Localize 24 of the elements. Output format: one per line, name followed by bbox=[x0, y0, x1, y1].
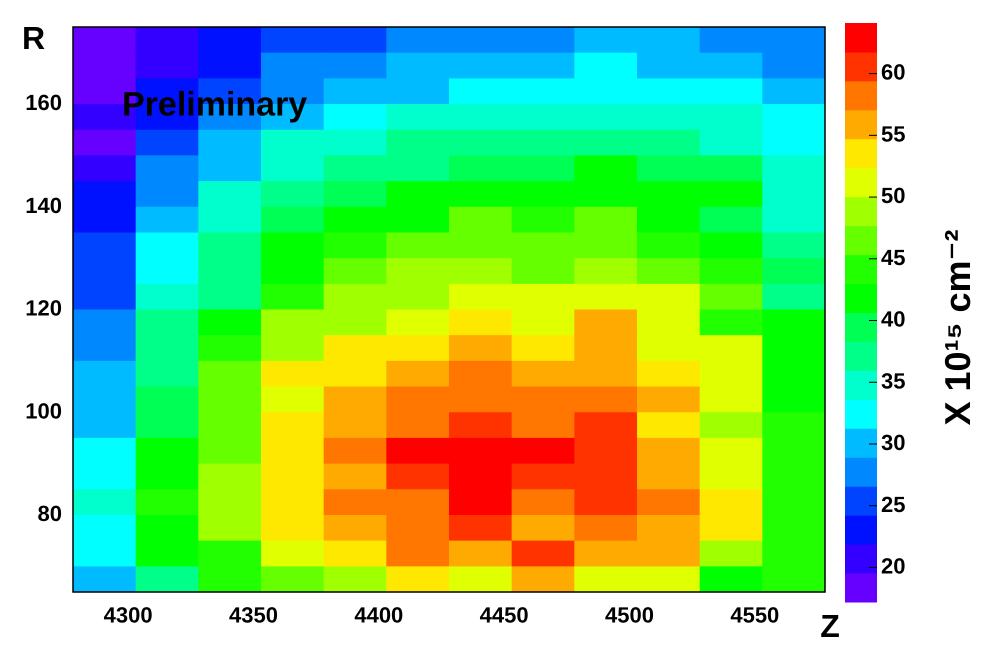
color-bar-label: 40 bbox=[881, 306, 906, 332]
y-tick-label: 160 bbox=[25, 90, 62, 116]
x-tick-label: 4550 bbox=[730, 602, 780, 628]
color-bar-label: 60 bbox=[881, 60, 906, 85]
y-tick-label: 120 bbox=[25, 296, 62, 321]
y-axis-title: R bbox=[22, 20, 46, 56]
color-bar-title: X 10¹⁵ cm⁻² bbox=[936, 230, 978, 426]
color-bar-label: 30 bbox=[881, 430, 906, 456]
x-tick-label: 4500 bbox=[605, 602, 654, 628]
y-tick-label: 140 bbox=[25, 192, 62, 218]
color-bar-label: 50 bbox=[881, 183, 906, 208]
y-tick-label: 100 bbox=[25, 398, 62, 424]
y-tick-label: 80 bbox=[38, 501, 62, 526]
annotation: Preliminary bbox=[122, 85, 308, 124]
color-bar-label: 20 bbox=[881, 553, 906, 578]
x-tick-label: 4450 bbox=[480, 602, 529, 628]
x-axis-title: Z bbox=[820, 608, 840, 644]
color-bar-label: 45 bbox=[881, 244, 906, 270]
x-tick-label: 4350 bbox=[229, 602, 278, 628]
x-tick-label: 4400 bbox=[354, 602, 404, 628]
color-bar-label: 25 bbox=[881, 492, 906, 517]
color-bar-label: 35 bbox=[881, 368, 906, 394]
x-tick-label: 4300 bbox=[104, 602, 153, 628]
color-bar-label: 55 bbox=[881, 121, 906, 146]
